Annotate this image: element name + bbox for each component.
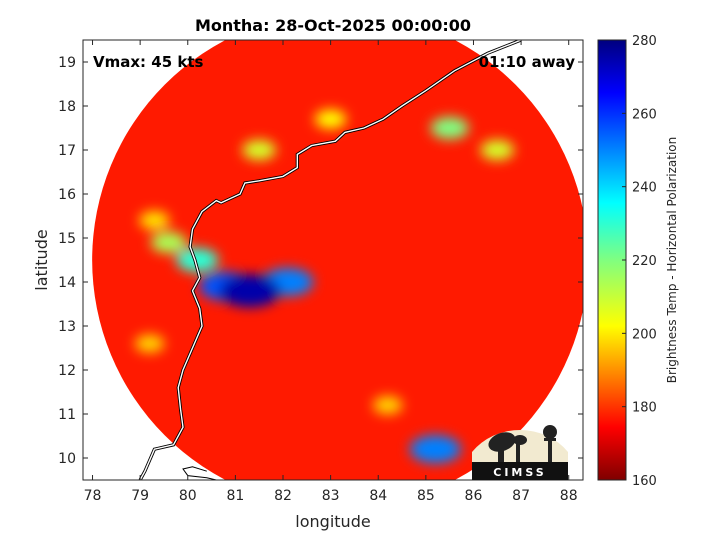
x-tick-label: 83 [322, 488, 340, 504]
colorbar-tick-label: 200 [632, 327, 657, 342]
temp-feature-12 [218, 274, 281, 308]
temp-feature-3 [314, 109, 347, 129]
temp-feature-8 [176, 247, 219, 273]
y-tick-label: 13 [58, 319, 76, 335]
colorbar-label: Brightness Temp - Horizontal Polarizatio… [665, 137, 679, 384]
vmax-annotation: Vmax: 45 kts [93, 53, 203, 71]
y-tick-label: 18 [58, 99, 76, 115]
colorbar-tick-label: 260 [632, 107, 657, 122]
cimss-logo: CIMSS [472, 425, 568, 480]
y-axis-label: latitude [32, 229, 51, 290]
y-tick-label: 17 [58, 143, 76, 159]
temp-feature-7 [430, 116, 469, 140]
plot-area [83, 40, 583, 480]
chart-title: Montha: 28-Oct-2025 00:00:00 [195, 16, 471, 35]
colorbar-tick-label: 160 [632, 474, 657, 489]
y-tick-label: 16 [58, 187, 76, 203]
x-tick-label: 80 [179, 488, 197, 504]
cimss-logo-text: CIMSS [493, 466, 546, 479]
south-coastline [182, 466, 217, 480]
y-tick-label: 10 [58, 451, 76, 467]
colorbar-gradient [597, 39, 627, 481]
x-axis-label: longitude [295, 512, 370, 531]
colorbar-tick-label: 220 [632, 254, 657, 269]
axes-frame [82, 39, 584, 481]
swath-background [92, 40, 583, 480]
swath-group [92, 40, 583, 480]
temp-feature-0 [134, 334, 165, 353]
y-tick-label: 12 [58, 363, 76, 379]
temp-feature-2 [139, 211, 170, 230]
x-tick-label: 78 [84, 488, 102, 504]
x-tick-label: 82 [274, 488, 292, 504]
colorbar-tick-label: 180 [632, 401, 657, 416]
colorbar: 160 180 200 220 240 260 280 Brightness Temp - … [597, 34, 679, 489]
x-axis-ticks: 78 79 80 81 82 83 84 85 86 87 88 [84, 40, 578, 504]
y-tick-label: 15 [58, 231, 76, 247]
temp-feature-10 [409, 435, 461, 464]
coastline-inner [139, 40, 522, 480]
x-tick-label: 88 [560, 488, 578, 504]
time-offset-annotation: 01:10 away [479, 53, 576, 71]
x-tick-label: 84 [369, 488, 387, 504]
y-tick-label: 14 [58, 275, 76, 291]
x-tick-label: 86 [465, 488, 483, 504]
x-tick-label: 87 [512, 488, 530, 504]
colorbar-ticks: 160 180 200 220 240 260 280 [622, 34, 657, 489]
temp-feature-5 [480, 139, 515, 161]
temp-feature-4 [242, 139, 277, 161]
x-tick-label: 81 [226, 488, 244, 504]
y-tick-label: 19 [58, 55, 76, 71]
y-axis-ticks: 10 11 12 13 14 15 16 17 18 19 [58, 55, 583, 467]
y-tick-label: 11 [58, 407, 76, 423]
x-tick-label: 79 [131, 488, 149, 504]
temperature-features [134, 109, 515, 464]
x-tick-label: 85 [417, 488, 435, 504]
colorbar-tick-label: 240 [632, 181, 657, 196]
temp-feature-6 [150, 231, 187, 254]
temp-feature-1 [373, 396, 403, 415]
colorbar-tick-label: 280 [632, 34, 657, 49]
